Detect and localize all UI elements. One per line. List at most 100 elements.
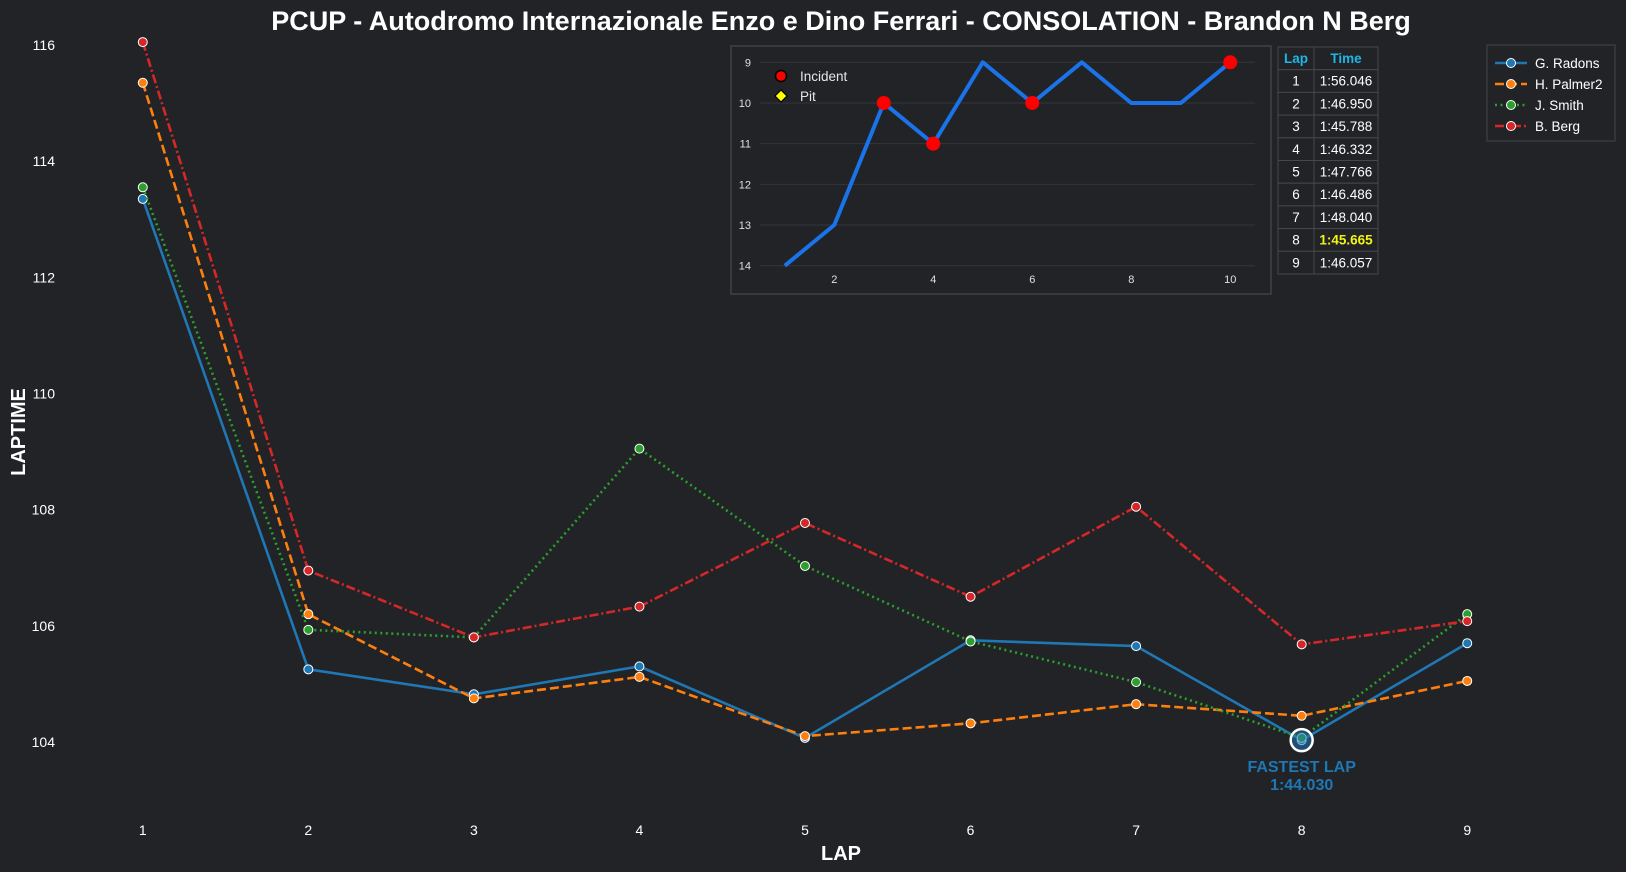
incident-legend-label: Incident <box>800 69 848 84</box>
series-point <box>1296 710 1307 721</box>
series-point <box>800 731 810 742</box>
series-point <box>965 591 976 602</box>
y-tick-label: 108 <box>32 502 56 518</box>
series-point <box>1462 616 1473 627</box>
table-row-time: 1:45.665 <box>1319 233 1373 248</box>
legend-marker <box>1506 121 1516 131</box>
y-tick-label: 104 <box>32 734 56 750</box>
lap-time-table: Lap Time 1 1:56.046 2 1:46.950 3 1:45.788 4 1:46.… <box>1277 46 1379 275</box>
series-point <box>965 636 976 647</box>
y-axis-label: LAPTIME <box>8 388 30 476</box>
x-tick-label: 5 <box>801 822 809 838</box>
series-point <box>634 443 645 454</box>
inset-y-tick-label: 10 <box>739 98 751 110</box>
x-tick-label: 3 <box>470 822 478 838</box>
table-row-lap: 1 <box>1292 74 1300 89</box>
series-point <box>303 609 314 620</box>
chart-title: PCUP - Autodromo Internazionale Enzo e D… <box>271 6 1411 36</box>
series-point <box>1131 677 1142 688</box>
fastest-lap-label: FASTEST LAP <box>1247 759 1356 776</box>
inset-x-tick-label: 8 <box>1128 274 1134 286</box>
series-point <box>303 624 314 635</box>
series-point <box>468 693 479 704</box>
y-tick-label: 116 <box>33 37 56 53</box>
inset-y-tick-label: 9 <box>745 57 751 69</box>
series-point <box>1131 699 1142 710</box>
table-row-lap: 6 <box>1292 187 1300 202</box>
table-row-lap: 8 <box>1292 233 1300 248</box>
table-row-time: 1:45.788 <box>1320 119 1373 134</box>
table-header-lap: Lap <box>1284 51 1308 66</box>
table-row-time: 1:46.057 <box>1320 255 1373 270</box>
legend-marker <box>1506 79 1516 89</box>
table-row-lap: 4 <box>1292 142 1300 157</box>
series-point <box>800 517 810 528</box>
series-point <box>303 565 314 576</box>
table-row-lap: 2 <box>1292 96 1300 111</box>
y-tick-label: 110 <box>33 385 56 401</box>
x-tick-label: 1 <box>139 822 147 838</box>
table-row-lap: 5 <box>1292 165 1300 180</box>
series-point <box>137 37 148 48</box>
legend-label: G. Radons <box>1535 56 1600 71</box>
series-point <box>634 671 645 682</box>
incident-legend-marker <box>774 69 788 83</box>
series-point <box>634 601 645 612</box>
table-row-lap: 3 <box>1292 119 1300 134</box>
series-point <box>800 560 810 571</box>
inset-y-tick-label: 12 <box>739 179 751 191</box>
table-row-time: 1:46.950 <box>1320 96 1373 111</box>
x-axis-label: LAP <box>821 843 861 865</box>
x-tick-label: 4 <box>636 822 644 838</box>
table-header-time: Time <box>1330 51 1362 66</box>
table-row-time: 1:48.040 <box>1320 210 1373 225</box>
inset-frame <box>730 45 1272 295</box>
x-tick-label: 6 <box>967 822 975 838</box>
fastest-lap-time: 1:44.030 <box>1270 777 1333 794</box>
series-point <box>1131 501 1142 512</box>
position-line <box>783 60 1232 268</box>
position-inset: 9 10 11 12 13 14 2 4 6 8 10 Incident Pit <box>730 45 1272 295</box>
series-point <box>1462 675 1473 686</box>
series-point <box>468 632 479 643</box>
x-tick-label: 8 <box>1298 822 1306 838</box>
inset-x-tick-label: 2 <box>831 274 837 286</box>
inset-y-tick-label: 11 <box>740 139 751 151</box>
y-tick-label: 106 <box>32 618 56 634</box>
legend-marker <box>1506 58 1516 68</box>
series-point <box>137 182 148 193</box>
inset-x-tick-label: 6 <box>1029 274 1035 286</box>
fastest-lap-marker <box>1289 727 1314 753</box>
incident-marker <box>1025 95 1040 110</box>
table-cell <box>1313 250 1379 275</box>
legend-label: H. Palmer2 <box>1535 77 1603 92</box>
series-point <box>1462 638 1473 649</box>
series-point <box>1296 639 1307 650</box>
inset-y-tick-label: 14 <box>739 261 751 273</box>
incident-marker <box>1223 55 1238 70</box>
incident-marker <box>876 95 891 110</box>
table-row-time: 1:46.486 <box>1320 187 1373 202</box>
table-row-time: 1:46.332 <box>1320 142 1373 157</box>
legend-marker <box>1506 100 1516 110</box>
inset-x-tick-label: 4 <box>930 274 936 286</box>
series-point <box>303 664 314 675</box>
x-tick-label: 7 <box>1132 822 1140 838</box>
legend-label: B. Berg <box>1535 119 1580 134</box>
y-tick-label: 114 <box>33 153 56 169</box>
pit-legend-label: Pit <box>800 89 816 104</box>
table-row-lap: 9 <box>1292 255 1300 270</box>
table-row-lap: 7 <box>1292 210 1300 225</box>
series-point <box>137 77 148 88</box>
pit-legend-marker <box>774 89 788 103</box>
series-line <box>141 41 1468 646</box>
y-tick-label: 112 <box>33 269 56 285</box>
inset-x-tick-label: 10 <box>1224 274 1236 286</box>
x-tick-label: 9 <box>1463 822 1471 838</box>
x-tick-label: 2 <box>304 822 312 838</box>
legend-label: J. Smith <box>1535 98 1584 113</box>
series-point <box>965 718 976 729</box>
